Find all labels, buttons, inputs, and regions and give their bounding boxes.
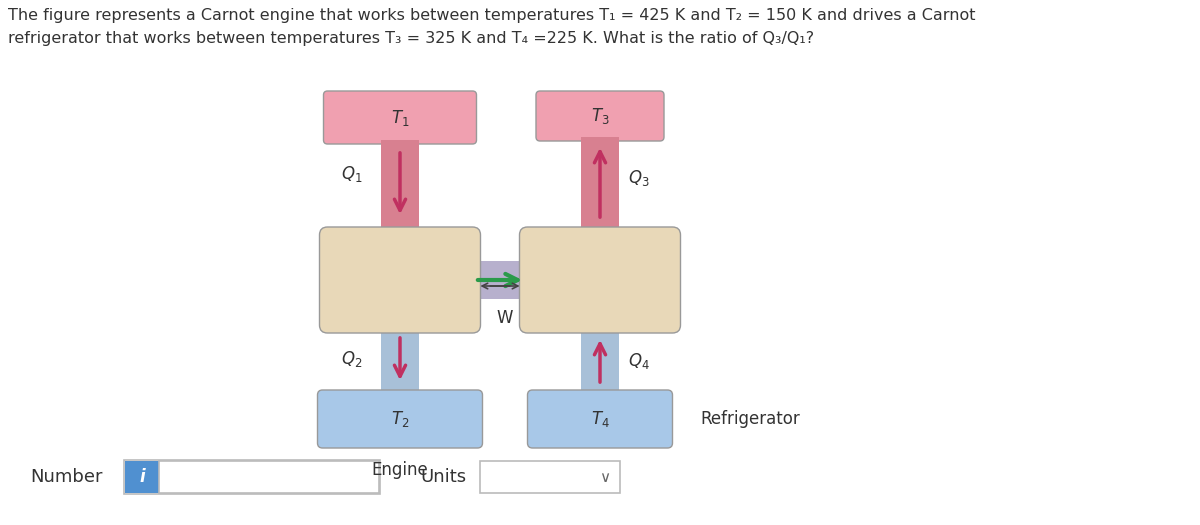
Bar [124, 460, 380, 494]
Bar [480, 461, 620, 493]
FancyBboxPatch shape [324, 91, 476, 144]
Text: $Q_2$: $Q_2$ [341, 349, 362, 369]
Text: i: i [139, 468, 145, 486]
Text: $Q_1$: $Q_1$ [341, 163, 362, 184]
Text: $T_4$: $T_4$ [590, 409, 610, 429]
FancyBboxPatch shape [319, 227, 480, 333]
Bar [581, 137, 619, 235]
Text: $Q_3$: $Q_3$ [628, 167, 649, 187]
Text: $T_2$: $T_2$ [391, 409, 409, 429]
Bar [473, 261, 528, 299]
FancyBboxPatch shape [536, 91, 664, 141]
Text: $T_1$: $T_1$ [391, 108, 409, 128]
Text: Units: Units [420, 468, 466, 486]
Text: Number: Number [30, 468, 102, 486]
Text: Engine: Engine [372, 461, 428, 479]
Bar [382, 140, 419, 235]
Bar [125, 461, 158, 493]
Bar [158, 461, 379, 493]
Bar [382, 325, 419, 395]
FancyBboxPatch shape [520, 227, 680, 333]
Text: $T_3$: $T_3$ [590, 106, 610, 126]
Text: W: W [497, 309, 514, 327]
Text: $Q_4$: $Q_4$ [628, 351, 649, 371]
Text: refrigerator that works between temperatures T₃ = 325 K and T₄ =225 K. What is t: refrigerator that works between temperat… [8, 31, 814, 46]
Text: Refrigerator: Refrigerator [700, 410, 799, 428]
Bar [581, 325, 619, 395]
Text: The figure represents a Carnot engine that works between temperatures T₁ = 425 K: The figure represents a Carnot engine th… [8, 8, 976, 23]
Text: ∨: ∨ [600, 469, 611, 485]
FancyBboxPatch shape [528, 390, 672, 448]
FancyBboxPatch shape [318, 390, 482, 448]
